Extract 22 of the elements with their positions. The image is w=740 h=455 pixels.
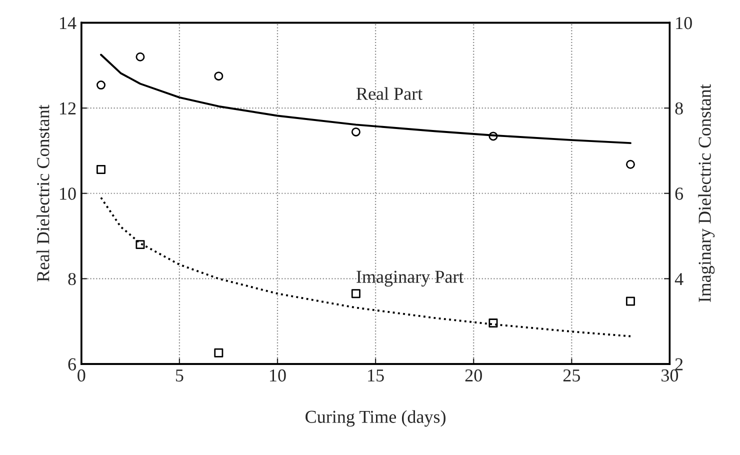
y-tick-label: 6 [68, 358, 76, 370]
y-tick-label: 12 [60, 102, 76, 114]
y2-tick-label: 8 [675, 102, 683, 115]
series-label: Real Part [356, 87, 423, 100]
x-axis-title: Curing Time (days) [306, 410, 446, 427]
y2-tick-label: 2 [675, 358, 683, 370]
y-tick-label: 10 [60, 188, 76, 200]
y-axis-title: Real Dielectric Constant [36, 104, 50, 282]
y2-tick-label: 10 [676, 17, 692, 30]
y-tick-label: 8 [68, 272, 76, 286]
y2-tick-label: 6 [675, 188, 684, 200]
x-tick-label: 25 [563, 369, 580, 382]
x-tick-label: 15 [368, 369, 384, 382]
y2-tick-label: 4 [674, 273, 684, 285]
x-tick-label: 0 [78, 369, 86, 382]
y2-axis-title: Imaginary Dielectric Constant [698, 84, 715, 302]
x-tick-label: 20 [465, 369, 482, 382]
y-tick-label: 14 [60, 17, 76, 30]
x-tick-label: 5 [176, 370, 184, 382]
series-label: Imaginary Part [356, 270, 464, 287]
x-tick-label: 10 [270, 369, 286, 382]
x-tick-label: 30 [662, 369, 678, 382]
